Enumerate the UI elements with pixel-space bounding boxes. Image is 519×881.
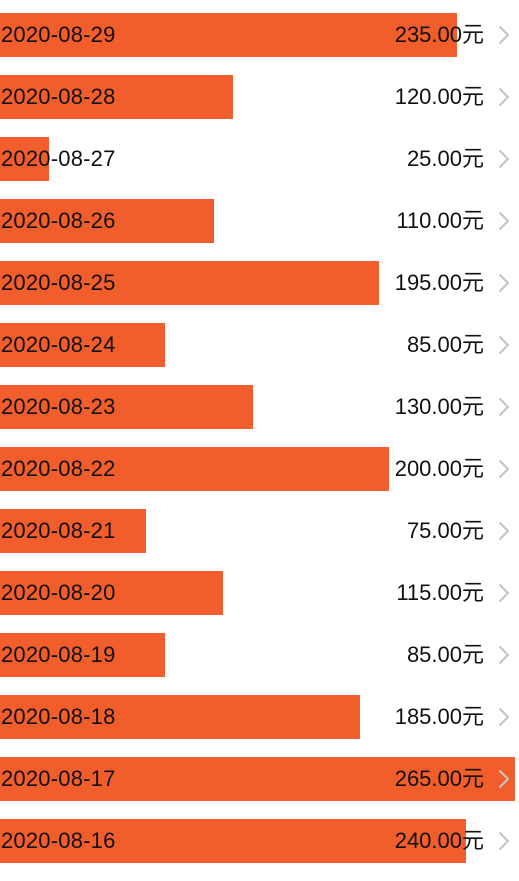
amount-bar xyxy=(0,385,253,429)
date-label: 2020-08-21 xyxy=(1,518,116,543)
date-label: 2020-08-16 xyxy=(1,828,116,853)
list-item[interactable]: 2020-08-21 75.00元 xyxy=(0,509,519,553)
chevron-right-icon xyxy=(499,336,509,354)
amount-label: 110.00元 xyxy=(396,208,484,233)
daily-amount-list: 2020-08-29 235.00元 2020-08-28 120.00元 2020-0… xyxy=(0,13,519,881)
chevron-right-icon xyxy=(499,212,509,230)
chevron-right-icon xyxy=(499,770,509,788)
amount-label: 240.00元 xyxy=(394,828,484,853)
amount-bar xyxy=(0,695,360,739)
amount-label: 200.00元 xyxy=(394,456,484,481)
amount-label: 85.00元 xyxy=(406,642,484,667)
date-label: 2020-08-25 xyxy=(1,270,116,295)
date-label: 2020-08-23 xyxy=(1,394,116,419)
chevron-right-icon xyxy=(499,88,509,106)
chevron-right-icon xyxy=(499,584,509,602)
chevron-right-icon xyxy=(499,522,509,540)
chevron-right-icon xyxy=(499,832,509,850)
chevron-right-icon xyxy=(499,708,509,726)
list-item[interactable]: 2020-08-26 110.00元 xyxy=(0,199,519,243)
amount-label: 115.00元 xyxy=(396,580,484,605)
amount-label: 185.00元 xyxy=(394,704,484,729)
amount-label: 85.00元 xyxy=(406,332,484,357)
amount-bar xyxy=(0,757,515,801)
amount-bar xyxy=(0,75,233,119)
chevron-right-icon xyxy=(499,398,509,416)
list-item[interactable]: 2020-08-23 130.00元 xyxy=(0,385,519,429)
amount-bar xyxy=(0,633,165,677)
chevron-right-icon xyxy=(499,646,509,664)
amount-bar xyxy=(0,323,165,367)
chevron-right-icon xyxy=(499,274,509,292)
list-item[interactable]: 2020-08-19 85.00元 xyxy=(0,633,519,677)
amount-label: 130.00元 xyxy=(394,394,484,419)
list-item[interactable]: 2020-08-20 115.00元 xyxy=(0,571,519,615)
list-item[interactable]: 2020-08-29 235.00元 xyxy=(0,13,519,57)
amount-label: 195.00元 xyxy=(394,270,484,295)
date-label: 2020-08-22 xyxy=(1,456,116,481)
amount-label: 235.00元 xyxy=(394,22,484,47)
list-item[interactable]: 2020-08-18 185.00元 xyxy=(0,695,519,739)
amount-bar xyxy=(0,509,146,553)
list-item[interactable]: 2020-08-16 240.00元 xyxy=(0,819,519,863)
date-label: 2020-08-19 xyxy=(1,642,116,667)
date-label: 2020-08-18 xyxy=(1,704,116,729)
amount-bar xyxy=(0,571,223,615)
date-label: 2020-08-20 xyxy=(1,580,116,605)
amount-label: 25.00元 xyxy=(406,146,484,171)
date-label: 2020-08-29 xyxy=(1,22,116,47)
date-label: 2020-08-26 xyxy=(1,208,116,233)
amount-label: 265.00元 xyxy=(394,766,484,791)
date-label: 2020-08-28 xyxy=(1,84,116,109)
date-label: 2020-08-24 xyxy=(1,332,116,357)
amount-bar xyxy=(0,819,466,863)
list-item[interactable]: 2020-08-25 195.00元 xyxy=(0,261,519,305)
amount-bar xyxy=(0,13,457,57)
list-item[interactable]: 2020-08-22 200.00元 xyxy=(0,447,519,491)
list-item[interactable]: 2020-08-27 25.00元 xyxy=(0,137,519,181)
list-item[interactable]: 2020-08-28 120.00元 xyxy=(0,75,519,119)
date-label: 2020-08-27 xyxy=(1,146,116,171)
list-item[interactable]: 2020-08-24 85.00元 xyxy=(0,323,519,367)
amount-bar xyxy=(0,199,214,243)
chevron-right-icon xyxy=(499,460,509,478)
chevron-right-icon xyxy=(499,26,509,44)
chevron-right-icon xyxy=(499,150,509,168)
amount-label: 120.00元 xyxy=(394,84,484,109)
date-label: 2020-08-17 xyxy=(1,766,116,791)
amount-bar xyxy=(0,261,379,305)
amount-label: 75.00元 xyxy=(406,518,484,543)
amount-bar xyxy=(0,137,49,181)
amount-bar xyxy=(0,447,389,491)
list-item[interactable]: 2020-08-17 265.00元 xyxy=(0,757,519,801)
